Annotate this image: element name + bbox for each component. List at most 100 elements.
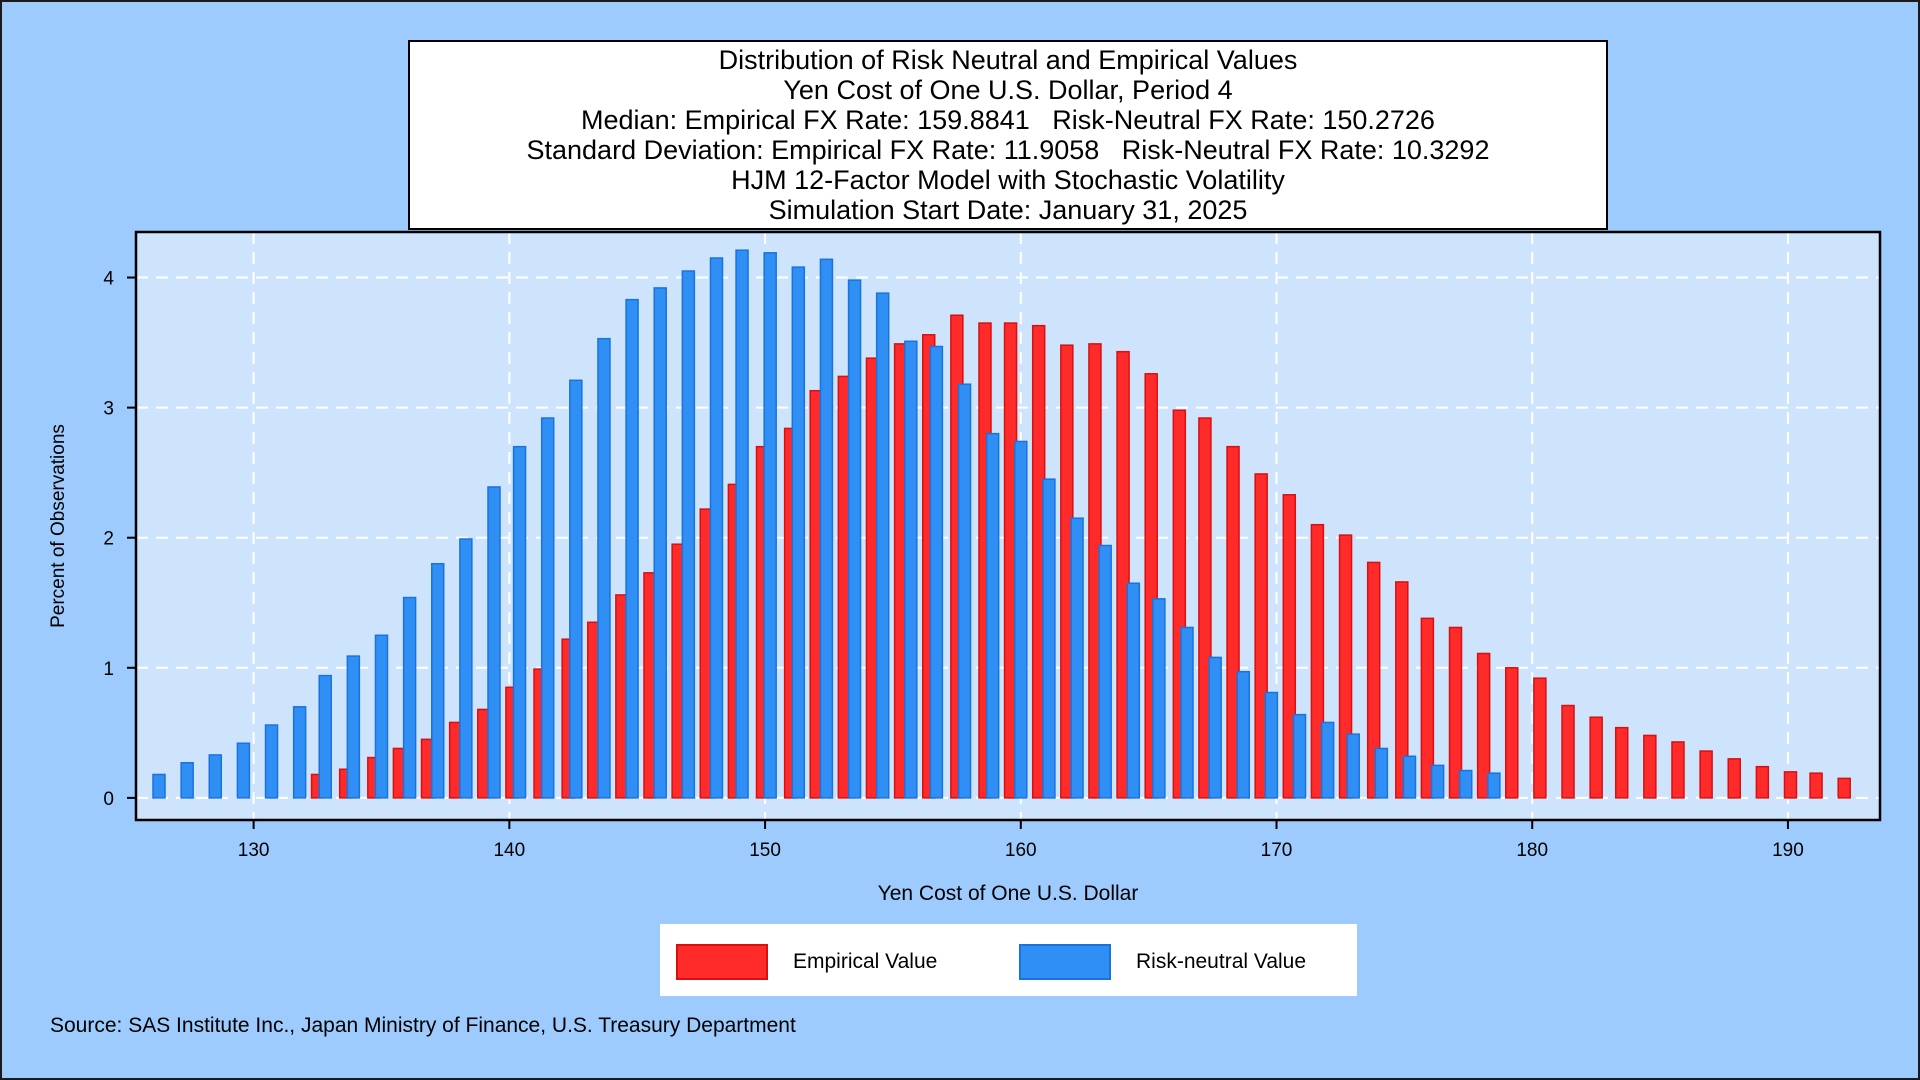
bar-empirical [1254,473,1268,799]
y-tick-label: 1 [103,659,114,680]
bar-empirical [1282,494,1297,799]
bar-risk-neutral [1070,517,1084,799]
bar-empirical [1476,652,1491,799]
bar-risk-neutral [1487,772,1501,799]
bar-risk-neutral [681,270,696,799]
std-dev-line: Standard Deviation: Empirical FX Rate: 1… [526,135,1490,165]
bar-empirical [1783,771,1798,799]
bar-risk-neutral [597,337,611,799]
x-tick-label: 130 [238,840,270,861]
bar-risk-neutral [208,754,223,799]
bar-risk-neutral [1430,764,1445,799]
bar-risk-neutral [957,383,972,799]
bar-empirical [1448,626,1463,799]
bar-risk-neutral [1320,721,1335,799]
bars [152,249,1851,799]
legend-label-empirical: Empirical Value [793,950,938,973]
x-tick-label: 190 [1772,840,1804,861]
bar-risk-neutral [1126,582,1141,799]
bar-empirical [1533,677,1547,799]
x-axis-label: Yen Cost of One U.S. Dollar [878,882,1139,905]
bar-risk-neutral [1374,747,1389,799]
y-axis-label: Percent of Observations [48,424,69,628]
bar-risk-neutral [847,279,862,799]
bar-empirical [1699,750,1713,799]
bar-empirical [1727,758,1741,799]
chart-title-box: Distribution of Risk Neutral and Empiric… [408,40,1608,230]
legend-label-risk-neutral: Risk-neutral Value [1136,950,1307,973]
bar-empirical [1589,716,1603,799]
bar-risk-neutral [709,257,724,799]
legend-swatch-risk-neutral [1019,944,1111,980]
bar-risk-neutral [1458,769,1473,799]
y-tick-label: 4 [103,269,114,290]
bar-risk-neutral [625,298,639,799]
bar-empirical [1198,417,1212,799]
bar-risk-neutral [374,634,389,799]
bar-risk-neutral [540,417,555,799]
source-note: Source: SAS Institute Inc., Japan Minist… [50,1014,796,1037]
bar-empirical [1809,772,1823,799]
bar-risk-neutral [1292,713,1307,799]
bar-risk-neutral [236,742,251,799]
bar-risk-neutral [904,340,918,799]
median-line: Median: Empirical FX Rate: 159.8841 Risk… [581,105,1435,135]
bar-risk-neutral [1042,478,1056,799]
x-tick-label: 150 [749,840,781,861]
bar-empirical [1837,777,1851,799]
y-tick-label: 2 [103,529,114,550]
bar-risk-neutral [1098,544,1112,799]
bar-risk-neutral [875,292,890,799]
bar-risk-neutral [430,562,445,799]
chart-title: Distribution of Risk Neutral and Empiric… [718,45,1298,75]
x-tick-label: 180 [1516,840,1548,861]
bar-risk-neutral [487,486,501,799]
bar-risk-neutral [653,287,667,799]
bar-risk-neutral [1236,670,1251,799]
axis-ticks: 130 140 150 160 170 180 190 0 1 2 3 4 [103,269,1803,861]
bar-risk-neutral [1346,733,1360,799]
bar-risk-neutral [1208,656,1222,799]
bar-empirical [1614,726,1629,799]
bar-risk-neutral [402,596,417,799]
y-tick-label: 3 [103,399,114,420]
bar-empirical [1366,561,1381,799]
bar-risk-neutral [735,249,749,799]
bar-empirical [1395,581,1409,799]
bar-risk-neutral [1402,755,1417,799]
x-tick-label: 160 [1005,840,1037,861]
plot-frame [134,230,1882,822]
bar-risk-neutral [346,655,361,799]
bar-empirical [1310,523,1325,799]
start-date-line: Simulation Start Date: January 31, 2025 [768,195,1248,225]
bar-risk-neutral [264,724,279,799]
bar-risk-neutral [819,258,834,799]
bar-risk-neutral [929,345,944,799]
bar-empirical [1505,667,1519,799]
bar-empirical [1226,445,1240,799]
chart-subtitle: Yen Cost of One U.S. Dollar, Period 4 [783,75,1233,105]
legend-swatch-empirical [676,944,768,980]
bar-risk-neutral [569,379,583,799]
bar-empirical [1755,765,1770,799]
bar-empirical [1116,350,1130,799]
bar-risk-neutral [763,252,777,799]
bar-risk-neutral [292,706,307,799]
bar-risk-neutral [1152,598,1166,799]
bar-empirical [1643,734,1657,799]
x-tick-label: 170 [1261,840,1293,861]
bar-empirical [1420,617,1435,799]
model-line: HJM 12-Factor Model with Stochastic Vola… [731,165,1285,195]
bar-risk-neutral [791,266,806,799]
bar-risk-neutral [152,773,166,799]
bar-risk-neutral [985,432,1000,799]
bar-risk-neutral [1264,691,1279,799]
bar-empirical [1561,704,1575,799]
bar-empirical [1338,534,1353,799]
bar-risk-neutral [1014,440,1028,799]
x-tick-label: 140 [493,840,525,861]
bar-risk-neutral [318,674,332,799]
y-tick-label: 0 [103,789,114,810]
